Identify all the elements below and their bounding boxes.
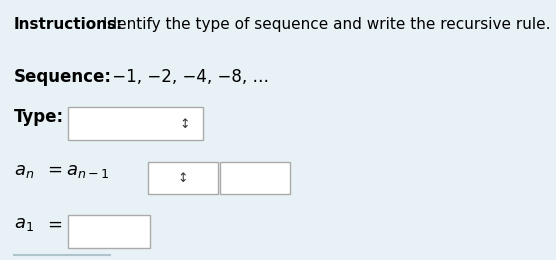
Bar [148,162,218,194]
Text: Type:: Type: [14,108,64,126]
Text: $=$: $=$ [44,215,63,233]
Bar [68,107,203,140]
Text: −1, −2, −4, −8, …: −1, −2, −4, −8, … [107,68,269,86]
Text: Identify the type of sequence and write the recursive rule.: Identify the type of sequence and write … [98,17,550,32]
Text: ↕: ↕ [178,172,188,185]
Text: $= a_{n-1}$: $= a_{n-1}$ [44,162,110,180]
Text: $a_1$: $a_1$ [14,215,34,233]
Text: $a_n$: $a_n$ [14,162,34,180]
Text: Instructions:: Instructions: [14,17,123,32]
Bar [220,162,290,194]
Text: Sequence:: Sequence: [14,68,112,86]
Text: ↕: ↕ [180,118,190,131]
Bar [68,215,150,248]
